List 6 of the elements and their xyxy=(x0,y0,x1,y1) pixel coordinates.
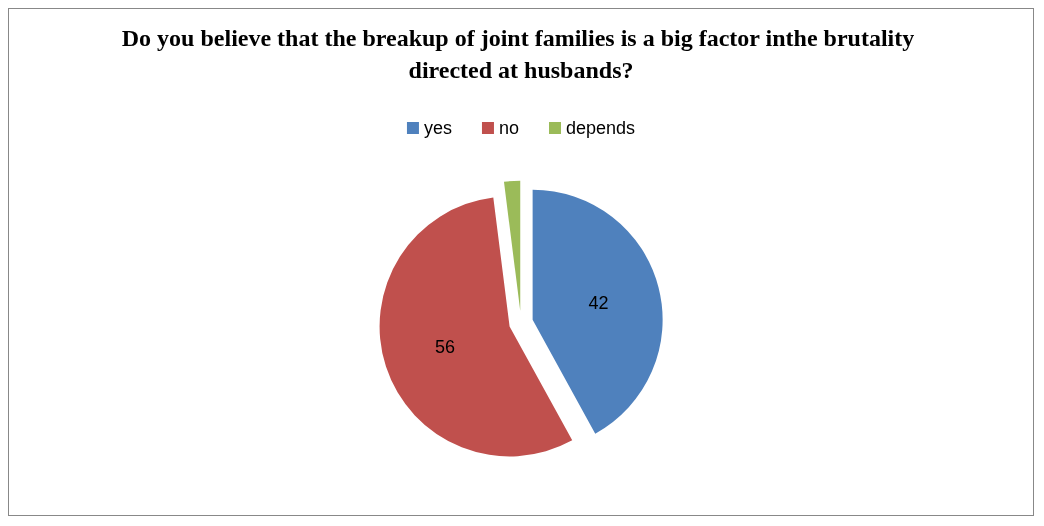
legend-label: yes xyxy=(423,118,452,138)
legend-label: depends xyxy=(565,118,636,138)
data-label: 42 xyxy=(588,292,609,313)
legend-label: no xyxy=(498,118,519,138)
data-label: 56 xyxy=(434,337,455,358)
chart-title: Do you believe that the breakup of joint families is a big factor inthe brutality directed at husbands? xyxy=(121,25,921,83)
